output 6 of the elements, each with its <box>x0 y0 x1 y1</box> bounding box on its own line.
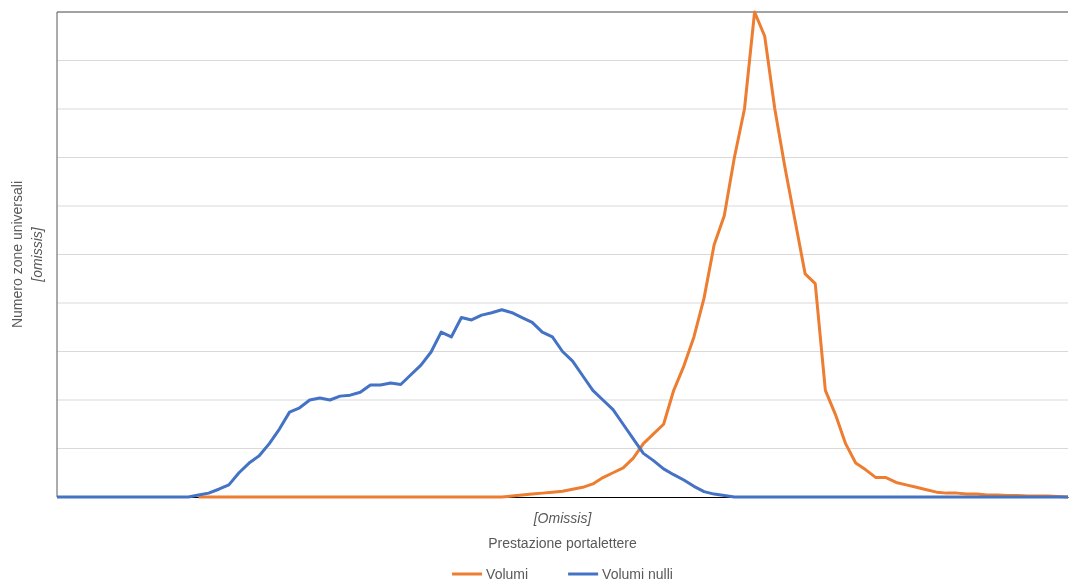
x-axis-title: Prestazione portalettere <box>488 535 638 551</box>
y-axis-title: Numero zone universali <box>9 180 25 329</box>
text: [omissis] <box>29 226 45 283</box>
legend-label: Volumi <box>486 566 529 582</box>
legend-label: Volumi nulli <box>602 566 673 582</box>
text: [Omissis] <box>532 510 593 526</box>
